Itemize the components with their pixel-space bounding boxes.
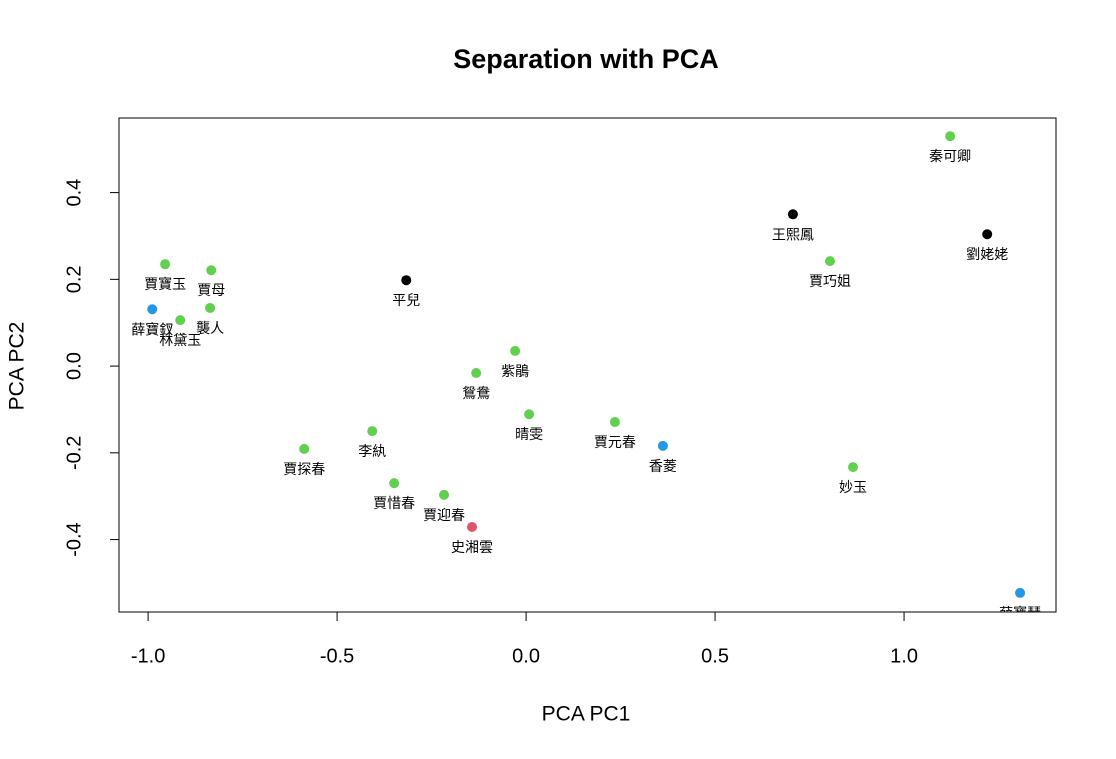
point-label: 賈巧姐 xyxy=(809,274,851,290)
point-label: 香菱 xyxy=(649,459,677,475)
point xyxy=(471,368,482,379)
y-tick-label: 0.4 xyxy=(63,179,85,207)
point xyxy=(439,489,450,500)
plot-frame xyxy=(118,117,1057,613)
point xyxy=(848,462,859,473)
x-tick-label: -1.0 xyxy=(131,645,165,667)
point xyxy=(389,478,400,489)
point xyxy=(657,440,668,451)
point xyxy=(175,315,186,326)
point-label: 王熙鳳 xyxy=(772,227,814,243)
x-tick-label: -0.5 xyxy=(320,645,354,667)
point xyxy=(367,426,378,437)
y-axis-label: PCA PC2 xyxy=(6,322,29,411)
point xyxy=(1015,587,1026,598)
point-label: 賈寶玉 xyxy=(144,277,186,293)
point-label: 薛寶釵 xyxy=(131,322,173,338)
y-tick-label: -0.2 xyxy=(63,436,85,470)
y-tick-label: 0.0 xyxy=(63,352,85,380)
y-tick-label: -0.4 xyxy=(63,522,85,556)
point-label: 紫鵑 xyxy=(501,364,529,380)
point xyxy=(206,265,217,276)
point xyxy=(945,131,956,142)
x-axis-label: PCA PC1 xyxy=(542,703,631,726)
point-label: 晴雯 xyxy=(515,427,543,443)
point xyxy=(510,345,521,356)
point-label: 平兒 xyxy=(392,293,420,309)
point-label: 秦可卿 xyxy=(929,149,971,165)
point-label: 賈迎春 xyxy=(423,508,465,524)
point xyxy=(982,229,993,240)
chart-title: Separation with PCA xyxy=(453,44,719,74)
point-label: 妙玉 xyxy=(839,480,867,496)
point xyxy=(467,521,478,532)
x-tick-label: 0.0 xyxy=(512,645,540,667)
point-label: 賈元春 xyxy=(594,435,636,451)
x-tick-label: 1.0 xyxy=(890,645,918,667)
point xyxy=(147,304,158,315)
point-label: 賈探春 xyxy=(283,462,325,478)
point xyxy=(205,302,216,313)
point xyxy=(609,417,620,428)
point xyxy=(160,259,171,270)
point-label: 鴛鴦 xyxy=(462,386,490,402)
point-label: 薛寶琴 xyxy=(999,606,1041,622)
point-label: 李紈 xyxy=(358,444,386,460)
y-tick-label: 0.2 xyxy=(63,265,85,293)
point xyxy=(824,256,835,267)
point xyxy=(524,409,535,420)
point xyxy=(299,443,310,454)
point-label: 史湘雲 xyxy=(451,540,493,556)
point-label: 賈惜春 xyxy=(373,496,415,512)
point-label: 賈母 xyxy=(197,283,225,299)
point-label: 劉姥姥 xyxy=(966,247,1008,263)
point-label: 林黛玉 xyxy=(159,333,201,349)
point-label: 襲人 xyxy=(196,320,224,337)
point xyxy=(401,275,412,286)
point xyxy=(787,209,798,220)
x-tick-label: 0.5 xyxy=(701,645,729,667)
